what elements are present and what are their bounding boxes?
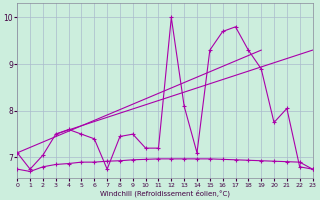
X-axis label: Windchill (Refroidissement éolien,°C): Windchill (Refroidissement éolien,°C) (100, 189, 230, 197)
